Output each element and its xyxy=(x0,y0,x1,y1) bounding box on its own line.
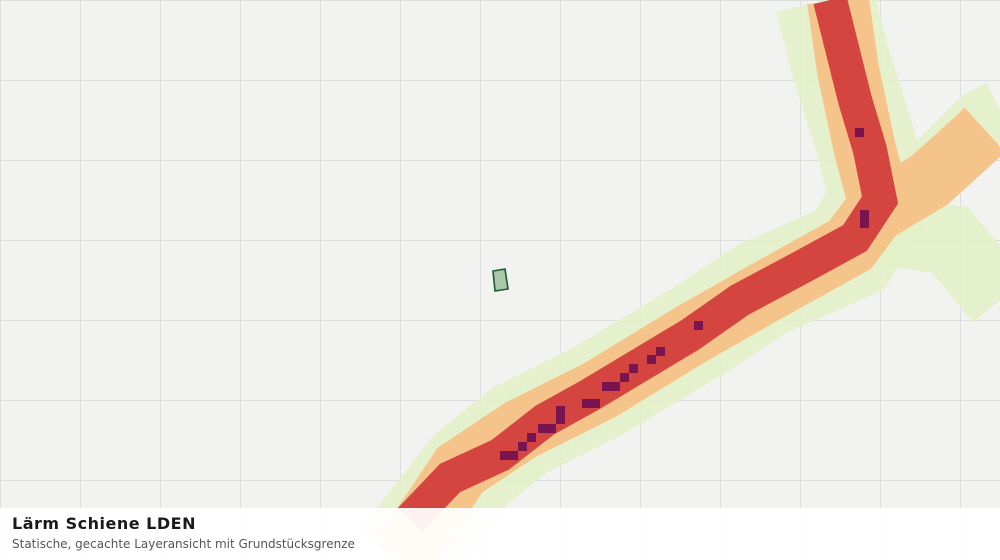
layer-title: Lärm Schiene LDEN xyxy=(12,514,196,533)
layer-subtitle: Statische, gecachte Layeransicht mit Gru… xyxy=(12,537,355,551)
noise-zone-low xyxy=(875,195,1000,323)
parcel-boundary xyxy=(492,268,509,292)
legend-footer: Lärm Schiene LDEN Statische, gecachte La… xyxy=(0,508,1000,560)
noise-zone-peak xyxy=(500,128,869,460)
noise-layer xyxy=(360,0,1000,560)
noise-zone-high xyxy=(397,0,899,532)
